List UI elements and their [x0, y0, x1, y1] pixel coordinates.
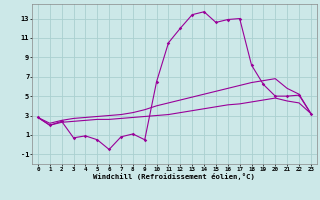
X-axis label: Windchill (Refroidissement éolien,°C): Windchill (Refroidissement éolien,°C)	[93, 173, 255, 180]
